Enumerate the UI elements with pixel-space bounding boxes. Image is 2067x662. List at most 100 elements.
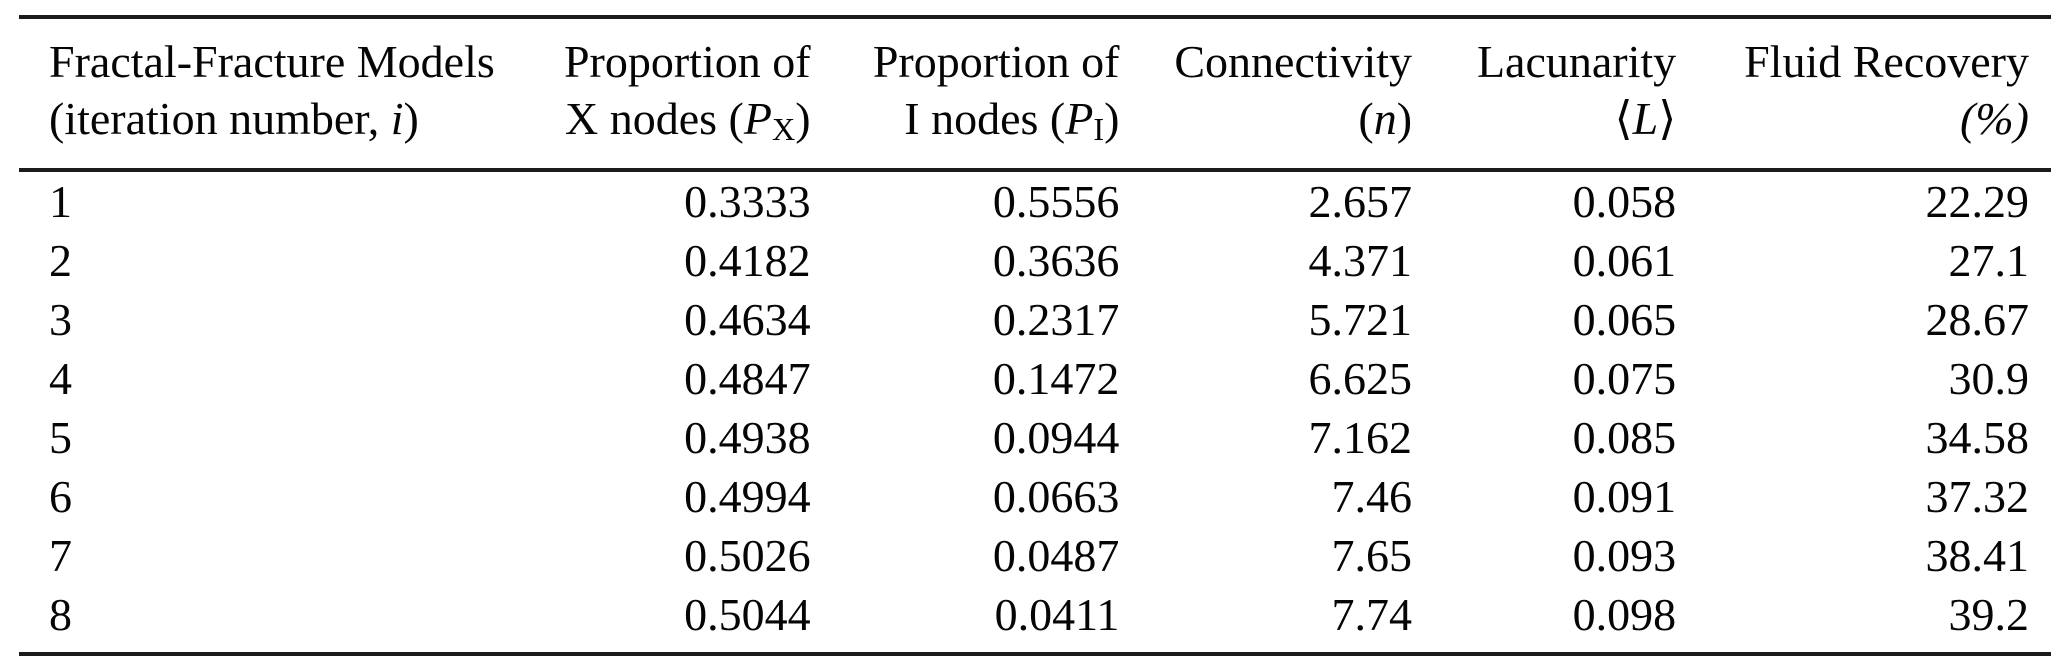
cell-models: 6 — [49, 471, 72, 522]
cell-proportion-i-nodes: 0.0411 — [994, 589, 1120, 640]
cell-fluid-recovery: 30.9 — [1948, 353, 2030, 404]
header-proportion-x-nodes-line2-seg: X nodes ( — [565, 93, 744, 144]
cell-proportion-x-nodes: 0.5026 — [684, 530, 811, 581]
cell-proportion-x-nodes: 0.4634 — [684, 294, 811, 345]
table-header-row: Fractal-Fracture Models (iteration number… — [19, 17, 2051, 170]
table-row-iteration-4: 4 0.4847 0.1472 6.625 0.075 30.9 — [19, 349, 2051, 408]
cell-fluid-recovery: 27.1 — [1948, 235, 2030, 286]
header-proportion-x-nodes-line2-seg: ) — [795, 93, 811, 144]
column-header-connectivity-line2: (n) — [1126, 90, 1412, 147]
cell-proportion-i-nodes: 0.0487 — [992, 530, 1120, 581]
column-header-models-line1: Fractal-Fracture Models — [49, 33, 560, 90]
cell-connectivity: 6.625 — [1308, 353, 1413, 404]
cell-fluid-recovery: 22.29 — [1925, 176, 2030, 227]
cell-lacunarity: 0.065 — [1572, 294, 1677, 345]
cell-models: 8 — [49, 589, 72, 640]
header-models-line2-seg: ) — [403, 93, 419, 144]
cell-proportion-x-nodes: 0.4938 — [684, 412, 811, 463]
header-models-line1-seg: Fractal-Fracture Models — [49, 36, 495, 87]
cell-proportion-x-nodes: 0.5044 — [684, 589, 811, 640]
column-header-lacunarity-line2: ⟨L⟩ — [1419, 90, 1677, 147]
cell-proportion-x-nodes: 0.4182 — [684, 235, 811, 286]
table-row-iteration-6: 6 0.4994 0.0663 7.46 0.091 37.32 — [19, 467, 2051, 526]
cell-proportion-i-nodes: 0.0663 — [992, 471, 1120, 522]
cell-lacunarity: 0.098 — [1572, 589, 1677, 640]
header-lacunarity-line2-seg: L — [1632, 93, 1659, 144]
column-header-proportion-x-nodes: Proportion of X nodes (PX) — [560, 17, 818, 170]
header-proportion-i-nodes-line2-seg: P — [1065, 93, 1094, 144]
column-header-models: Fractal-Fracture Models (iteration number… — [19, 17, 560, 170]
header-models-line2-seg: (iteration number, — [49, 93, 391, 144]
column-header-connectivity: Connectivity (n) — [1126, 17, 1419, 170]
cell-proportion-x-nodes: 0.4994 — [684, 471, 811, 522]
table-row-iteration-2: 2 0.4182 0.3636 4.371 0.061 27.1 — [19, 231, 2051, 290]
column-header-proportion-i-nodes-line2: I nodes (PI) — [818, 90, 1120, 152]
cell-connectivity: 7.65 — [1331, 530, 1413, 581]
header-proportion-x-nodes-line1-seg: Proportion of — [563, 36, 811, 87]
header-proportion-x-nodes-line2-seg: P — [743, 93, 772, 144]
cell-proportion-x-nodes: 0.4847 — [684, 353, 811, 404]
column-header-models-line2: (iteration number, i) — [49, 90, 560, 147]
cell-connectivity: 5.721 — [1308, 294, 1413, 345]
header-fluid-recovery-line2-seg: (%) — [1960, 93, 2029, 144]
cell-fluid-recovery: 28.67 — [1925, 294, 2030, 345]
table-row-iteration-1: 1 0.3333 0.5556 2.657 0.058 22.29 — [19, 170, 2051, 231]
column-header-proportion-x-nodes-line2: X nodes (PX) — [560, 90, 811, 152]
cell-connectivity: 4.371 — [1308, 235, 1413, 286]
cell-proportion-i-nodes: 0.3636 — [992, 235, 1120, 286]
cell-models: 3 — [49, 294, 72, 345]
table-body: 1 0.3333 0.5556 2.657 0.058 22.29 2 0.4182 0.363… — [19, 170, 2051, 654]
cell-connectivity: 7.46 — [1331, 471, 1413, 522]
cell-proportion-i-nodes: 0.0944 — [992, 412, 1120, 463]
column-header-connectivity-line1: Connectivity — [1126, 33, 1412, 90]
table-header: Fractal-Fracture Models (iteration number… — [19, 17, 2051, 170]
header-proportion-i-nodes-line1-seg: Proportion of — [872, 36, 1120, 87]
cell-lacunarity: 0.085 — [1572, 412, 1677, 463]
cell-models: 5 — [49, 412, 72, 463]
header-lacunarity-line2-seg: ⟩ — [1658, 93, 1677, 144]
cell-models: 2 — [49, 235, 72, 286]
table-row-iteration-7: 7 0.5026 0.0487 7.65 0.093 38.41 — [19, 526, 2051, 585]
cell-fluid-recovery: 38.41 — [1925, 530, 2030, 581]
column-header-fluid-recovery: Fluid Recovery (%) — [1683, 17, 2051, 170]
cell-proportion-x-nodes: 0.3333 — [684, 176, 811, 227]
column-header-lacunarity: Lacunarity ⟨L⟩ — [1419, 17, 1683, 170]
cell-models: 1 — [49, 176, 72, 227]
cell-proportion-i-nodes: 0.2317 — [992, 294, 1120, 345]
cell-proportion-i-nodes: 0.1472 — [992, 353, 1120, 404]
header-proportion-i-nodes-line2-seg: ) — [1104, 93, 1120, 144]
header-connectivity-line2-seg: n — [1373, 93, 1397, 144]
header-connectivity-line2-seg: ( — [1358, 93, 1374, 144]
cell-connectivity: 7.162 — [1308, 412, 1413, 463]
header-proportion-x-nodes-line2-seg: X — [771, 110, 796, 147]
column-header-fluid-recovery-line2: (%) — [1683, 90, 2029, 147]
cell-lacunarity: 0.093 — [1572, 530, 1677, 581]
cell-connectivity: 7.74 — [1331, 589, 1413, 640]
header-fluid-recovery-line1-seg: Fluid Recovery — [1744, 36, 2029, 87]
column-header-proportion-x-nodes-line1: Proportion of — [560, 33, 811, 90]
cell-fluid-recovery: 37.32 — [1925, 471, 2030, 522]
cell-models: 7 — [49, 530, 72, 581]
cell-lacunarity: 0.058 — [1572, 176, 1677, 227]
cell-proportion-i-nodes: 0.5556 — [992, 176, 1120, 227]
column-header-proportion-i-nodes-line1: Proportion of — [818, 33, 1120, 90]
header-proportion-i-nodes-line2-seg: I nodes ( — [904, 93, 1066, 144]
cell-lacunarity: 0.061 — [1572, 235, 1677, 286]
header-connectivity-line1-seg: Connectivity — [1174, 36, 1413, 87]
table-row-iteration-5: 5 0.4938 0.0944 7.162 0.085 34.58 — [19, 408, 2051, 467]
cell-fluid-recovery: 39.2 — [1948, 589, 2030, 640]
cell-models: 4 — [49, 353, 72, 404]
cell-lacunarity: 0.091 — [1572, 471, 1677, 522]
column-header-fluid-recovery-line1: Fluid Recovery — [1683, 33, 2029, 90]
header-lacunarity-line2-seg: ⟨ — [1614, 93, 1633, 144]
fractal-fracture-models-table: Fractal-Fracture Models (iteration number… — [19, 15, 2051, 656]
header-lacunarity-line1-seg: Lacunarity — [1476, 36, 1677, 87]
table-row-iteration-8: 8 0.5044 0.0411 7.74 0.098 39.2 — [19, 585, 2051, 654]
column-header-lacunarity-line1: Lacunarity — [1419, 33, 1676, 90]
cell-fluid-recovery: 34.58 — [1925, 412, 2030, 463]
cell-lacunarity: 0.075 — [1572, 353, 1677, 404]
column-header-proportion-i-nodes: Proportion of I nodes (PI) — [818, 17, 1127, 170]
table-row-iteration-3: 3 0.4634 0.2317 5.721 0.065 28.67 — [19, 290, 2051, 349]
header-connectivity-line2-seg: ) — [1396, 93, 1413, 144]
